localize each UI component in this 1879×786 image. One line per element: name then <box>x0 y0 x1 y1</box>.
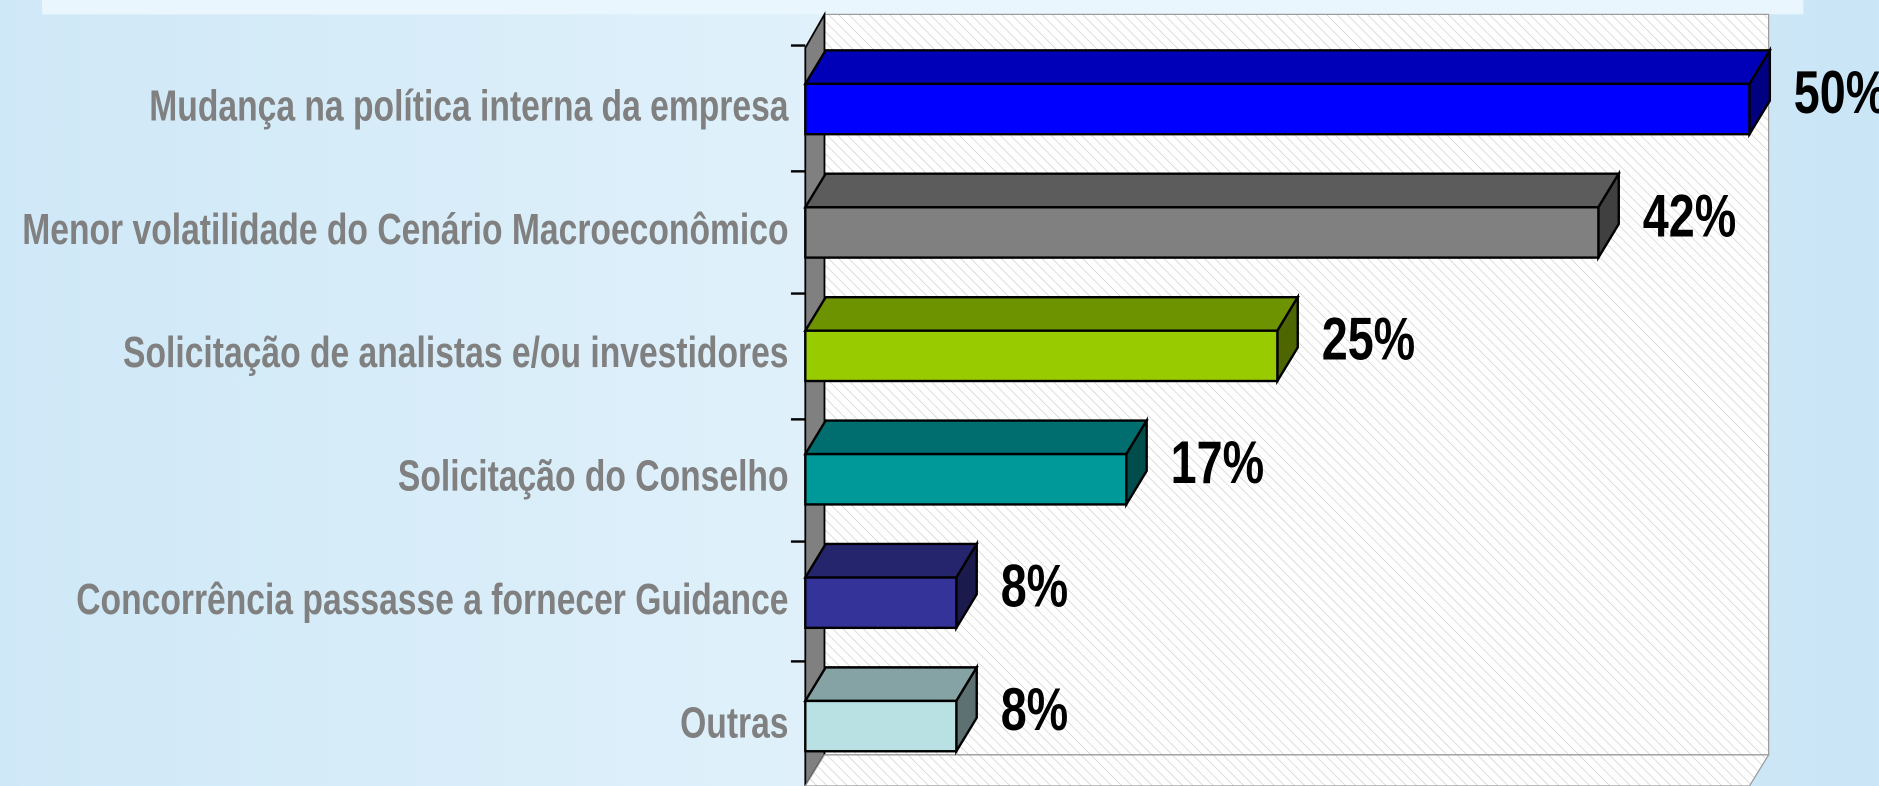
bar <box>803 292 1300 386</box>
category-label: Menor volatilidade do Cenário Macroeconô… <box>22 206 788 254</box>
value-label: 8% <box>1001 553 1069 620</box>
category-label: Outras <box>680 700 788 748</box>
category-label: Solicitação de analistas e/ou investidor… <box>123 329 789 377</box>
bar-front <box>804 576 958 630</box>
bar-top <box>803 172 1621 209</box>
value-label: 42% <box>1643 183 1737 250</box>
bar <box>803 539 979 633</box>
bar-front <box>804 206 1600 259</box>
top-band <box>42 0 1804 15</box>
bar-top <box>803 419 1149 456</box>
bar-front <box>804 699 958 753</box>
bar-top <box>803 295 1300 332</box>
bar-front <box>804 82 1751 136</box>
bar-top <box>803 49 1772 86</box>
category-label: Concorrência passasse a fornecer Guidanc… <box>76 576 788 624</box>
value-label: 17% <box>1171 430 1265 497</box>
bar <box>803 46 1772 139</box>
floor <box>804 754 1770 786</box>
value-label: 8% <box>1001 676 1069 743</box>
category-label: Solicitação do Conselho <box>398 453 789 501</box>
bar <box>803 416 1149 509</box>
back-wall <box>823 13 1770 756</box>
value-label: 25% <box>1322 306 1416 373</box>
category-label: Mudança na política interna da empresa <box>149 83 789 131</box>
bar-top <box>803 542 979 579</box>
bar-front <box>804 329 1279 383</box>
axis-ticks <box>790 44 806 663</box>
bar <box>803 169 1621 262</box>
value-label: 50% <box>1794 59 1879 126</box>
bar <box>803 663 979 756</box>
bar-top <box>803 666 979 703</box>
bar-front <box>804 452 1128 506</box>
